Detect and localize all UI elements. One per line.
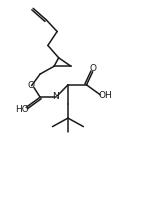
Text: OH: OH [99, 91, 113, 100]
Text: O: O [90, 64, 97, 73]
Text: HO: HO [15, 105, 29, 114]
Text: O: O [27, 81, 34, 90]
Text: N: N [52, 92, 59, 101]
